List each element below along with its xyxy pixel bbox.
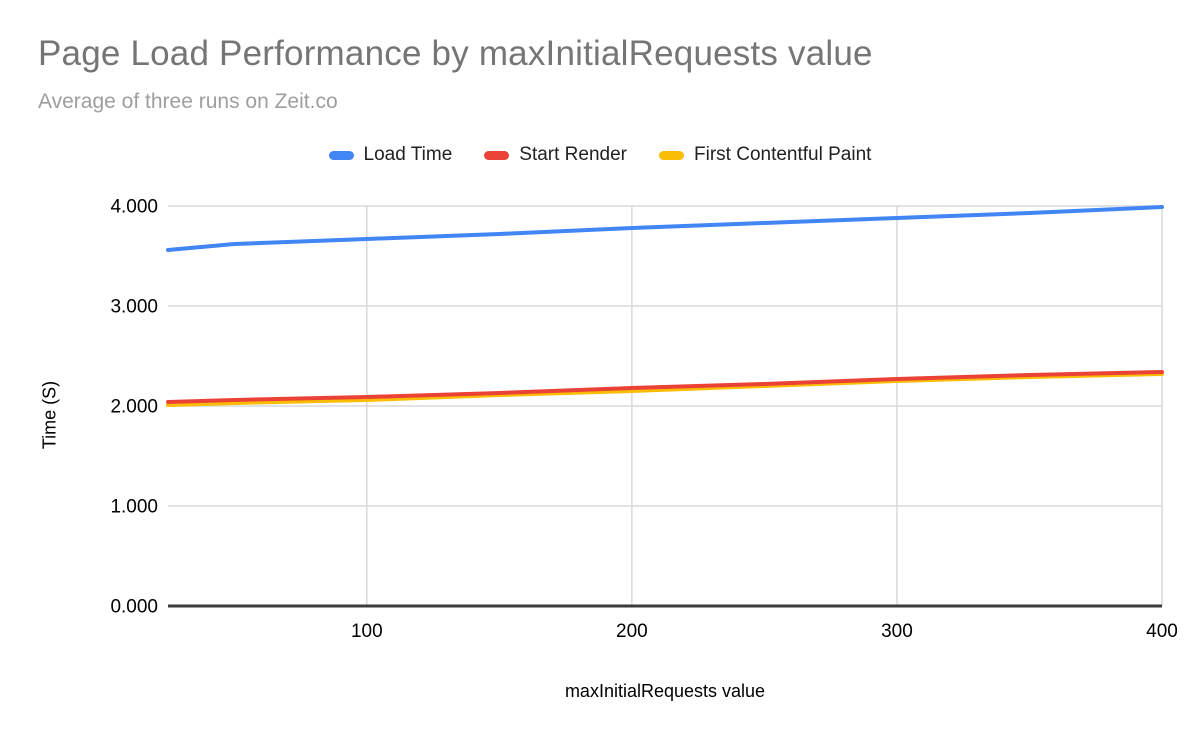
legend-item-start-render: Start Render [484, 144, 627, 166]
legend-item-first-contentful-paint: First Contentful Paint [659, 144, 871, 166]
svg-text:200: 200 [616, 621, 648, 642]
svg-text:4.000: 4.000 [110, 197, 158, 218]
y-axis-title: Time (S) [39, 380, 60, 450]
legend-item-load-time: Load Time [328, 144, 453, 166]
svg-text:100: 100 [351, 621, 383, 642]
chart-subtitle: Average of three runs on Zeit.co [38, 90, 338, 113]
legend-label: First Contentful Paint [694, 144, 872, 165]
legend-swatch-load-time [328, 150, 354, 160]
svg-text:2.000: 2.000 [110, 397, 158, 418]
legend-label: Start Render [519, 144, 628, 165]
legend-swatch-start-render [484, 150, 510, 160]
svg-text:3.000: 3.000 [110, 297, 158, 318]
legend-label: Load Time [363, 144, 453, 165]
svg-text:400: 400 [1146, 621, 1178, 642]
svg-text:300: 300 [881, 621, 913, 642]
legend-swatch-first-contentful-paint [659, 150, 685, 160]
x-axis-title: maxInitialRequests value [564, 681, 766, 701]
svg-text:1.000: 1.000 [110, 497, 158, 518]
svg-text:0.000: 0.000 [110, 597, 158, 618]
chart-title: Page Load Performance by maxInitialReque… [38, 34, 873, 73]
legend: Load Time Start Render First Contentful … [0, 144, 1200, 166]
